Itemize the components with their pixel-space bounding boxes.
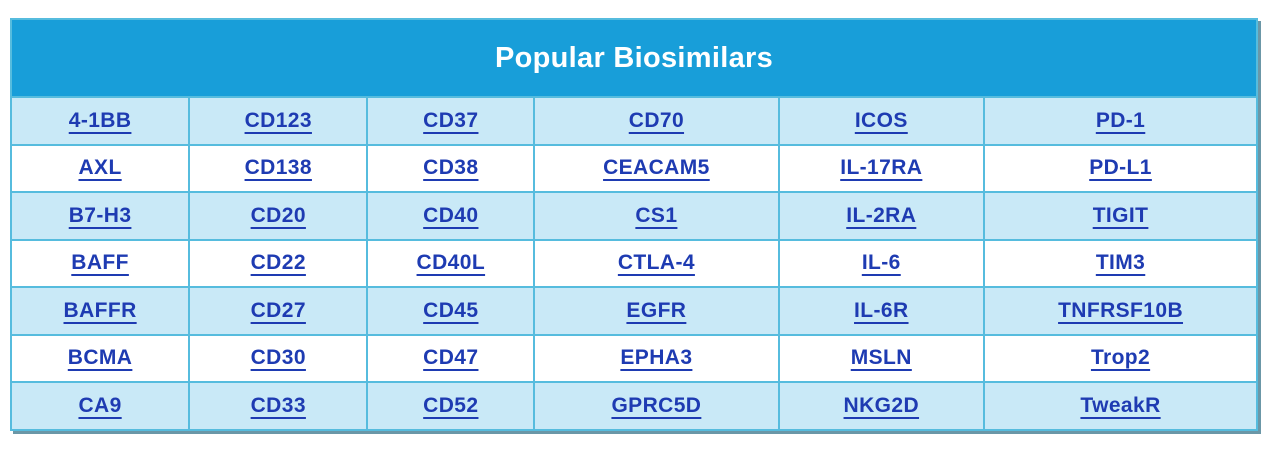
biosimilar-link[interactable]: CS1	[635, 203, 678, 227]
table-cell: PD-L1	[983, 143, 1258, 193]
table-cell: CD47	[366, 333, 536, 383]
biosimilar-link[interactable]: CD47	[423, 346, 479, 370]
biosimilar-link[interactable]: TIM3	[1095, 251, 1146, 275]
table-cell: EGFR	[533, 286, 780, 336]
table-row: BAFFR CD27 CD45 EGFR IL-6R TNFRSF10B	[9, 286, 1258, 336]
biosimilar-link[interactable]: CD27	[250, 298, 306, 322]
table-cell: AXL	[9, 143, 191, 193]
biosimilar-link[interactable]: CD123	[244, 108, 312, 132]
table-cell: IL-17RA	[777, 143, 986, 193]
table-cell: IL-6	[777, 238, 986, 288]
biosimilar-link[interactable]: CD37	[423, 108, 479, 132]
table-cell: B7-H3	[9, 191, 191, 241]
biosimilar-link[interactable]: ICOS	[854, 108, 908, 132]
table-cell: IL-2RA	[777, 191, 986, 241]
biosimilar-link[interactable]: 4-1BB	[68, 108, 132, 132]
biosimilar-link[interactable]: NKG2D	[843, 393, 920, 417]
table-title: Popular Biosimilars	[10, 18, 1258, 98]
table-cell: PD-1	[983, 96, 1258, 146]
biosimilar-link[interactable]: CD22	[250, 251, 306, 275]
table-cell: BAFF	[9, 238, 191, 288]
biosimilar-link[interactable]: CD52	[423, 393, 479, 417]
table-cell: TIM3	[983, 238, 1258, 288]
table-cell: CD20	[188, 191, 369, 241]
biosimilar-link[interactable]: IL-17RA	[840, 156, 923, 180]
table-cell: CA9	[9, 381, 191, 431]
table-cell: CD33	[188, 381, 369, 431]
biosimilar-link[interactable]: Trop2	[1090, 346, 1151, 370]
biosimilar-link[interactable]: CD138	[244, 156, 312, 180]
biosimilar-link[interactable]: CD20	[250, 203, 306, 227]
table-body: 4-1BB CD123 CD37 CD70 ICOS PD-1 AXL CD138 CD38 CE…	[9, 96, 1258, 431]
table-cell: CD45	[366, 286, 536, 336]
biosimilar-link[interactable]: B7-H3	[68, 203, 132, 227]
table-row: CA9 CD33 CD52 GPRC5D NKG2D TweakR	[9, 381, 1258, 431]
table-cell: EPHA3	[533, 333, 780, 383]
table-cell: IL-6R	[777, 286, 986, 336]
table-cell: TNFRSF10B	[983, 286, 1258, 336]
biosimilar-link[interactable]: PD-L1	[1089, 156, 1152, 180]
biosimilar-link[interactable]: BCMA	[67, 346, 133, 370]
table-cell: CD52	[366, 381, 536, 431]
biosimilar-link[interactable]: BAFFR	[63, 298, 137, 322]
table-cell: CD27	[188, 286, 369, 336]
biosimilar-link[interactable]: CD33	[250, 393, 306, 417]
biosimilar-link[interactable]: IL-6	[861, 251, 901, 275]
table-cell: CD38	[366, 143, 536, 193]
table-cell: TIGIT	[983, 191, 1258, 241]
biosimilar-link[interactable]: EPHA3	[620, 346, 693, 370]
table-cell: CD123	[188, 96, 369, 146]
table-row: B7-H3 CD20 CD40 CS1 IL-2RA TIGIT	[9, 191, 1258, 241]
table-cell: CD30	[188, 333, 369, 383]
table-row: BAFF CD22 CD40L CTLA-4 IL-6 TIM3	[9, 238, 1258, 288]
biosimilar-link[interactable]: CD40L	[416, 251, 486, 275]
biosimilar-link[interactable]: CTLA-4	[617, 251, 695, 275]
table-cell: CD138	[188, 143, 369, 193]
table-cell: ICOS	[777, 96, 986, 146]
biosimilar-link[interactable]: IL-6R	[854, 298, 909, 322]
table-header-row: Popular Biosimilars	[10, 18, 1258, 98]
biosimilar-link[interactable]: CA9	[78, 393, 122, 417]
table-cell: TweakR	[983, 381, 1258, 431]
biosimilar-link[interactable]: CD45	[423, 298, 479, 322]
biosimilars-grid: Popular Biosimilars 4-1BB CD123 CD37 CD70 IC…	[9, 18, 1258, 431]
biosimilar-link[interactable]: BAFF	[71, 251, 129, 275]
table-row: 4-1BB CD123 CD37 CD70 ICOS PD-1	[9, 96, 1258, 146]
biosimilar-link[interactable]: TNFRSF10B	[1058, 298, 1184, 322]
biosimilars-table: Popular Biosimilars 4-1BB CD123 CD37 CD70 IC…	[9, 18, 1258, 431]
biosimilar-link[interactable]: IL-2RA	[846, 203, 917, 227]
table-cell: CTLA-4	[533, 238, 780, 288]
table-cell: MSLN	[777, 333, 986, 383]
table-row: BCMA CD30 CD47 EPHA3 MSLN Trop2	[9, 333, 1258, 383]
table-cell: NKG2D	[777, 381, 986, 431]
biosimilar-link[interactable]: MSLN	[850, 346, 912, 370]
biosimilar-link[interactable]: GPRC5D	[611, 393, 702, 417]
table-cell: CD40	[366, 191, 536, 241]
table-cell: Trop2	[983, 333, 1258, 383]
table-cell: CD70	[533, 96, 780, 146]
table-cell: CS1	[533, 191, 780, 241]
table-cell: CEACAM5	[533, 143, 780, 193]
biosimilar-link[interactable]: CD70	[628, 108, 685, 132]
biosimilar-link[interactable]: CD38	[423, 156, 479, 180]
table-cell: CD37	[366, 96, 536, 146]
biosimilar-link[interactable]: AXL	[78, 156, 122, 180]
biosimilar-link[interactable]: CD40	[423, 203, 479, 227]
biosimilar-link[interactable]: PD-1	[1095, 108, 1146, 132]
biosimilar-link[interactable]: EGFR	[626, 298, 687, 322]
table-cell: CD22	[188, 238, 369, 288]
biosimilar-link[interactable]: CD30	[250, 346, 306, 370]
biosimilar-link[interactable]: TweakR	[1080, 393, 1161, 417]
biosimilar-link[interactable]: TIGIT	[1092, 203, 1149, 227]
biosimilar-link[interactable]: CEACAM5	[603, 156, 710, 180]
table-row: AXL CD138 CD38 CEACAM5 IL-17RA PD-L1	[9, 143, 1258, 193]
table-cell: BAFFR	[9, 286, 191, 336]
table-cell: BCMA	[9, 333, 191, 383]
table-cell: CD40L	[366, 238, 536, 288]
table-cell: GPRC5D	[533, 381, 780, 431]
table-cell: 4-1BB	[9, 96, 191, 146]
